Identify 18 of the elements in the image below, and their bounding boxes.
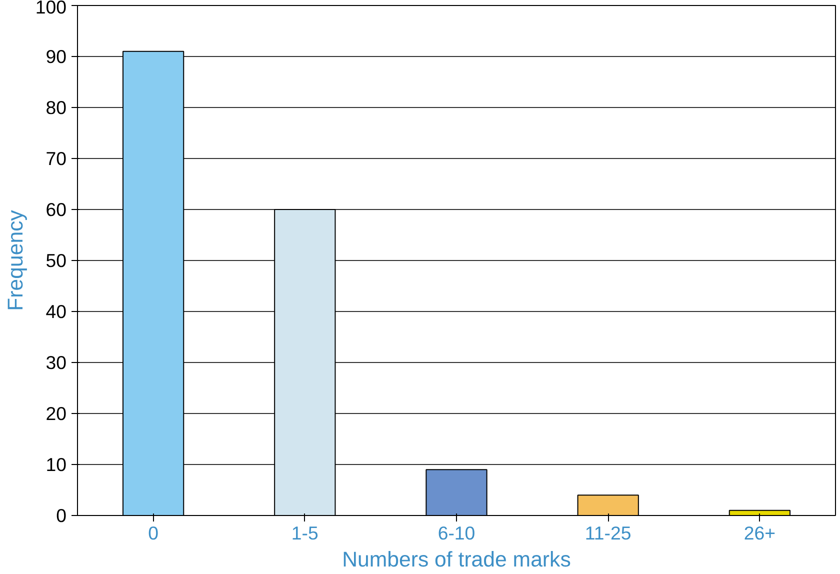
y-tick-label: 0: [56, 505, 67, 526]
x-tick-label: 1-5: [291, 522, 318, 544]
y-tick-label: 70: [46, 148, 67, 169]
y-tick-label: 20: [46, 403, 67, 424]
y-tick-label: 10: [46, 454, 67, 475]
y-tick-label: 50: [46, 250, 67, 271]
x-tick-label: 11-25: [584, 522, 632, 544]
x-tick-label: 0: [148, 522, 159, 544]
x-tick-label: 26+: [744, 522, 776, 544]
x-axis-title: Numbers of trade marks: [342, 548, 571, 572]
y-tick-label: 60: [46, 199, 67, 220]
x-tick-label: 6-10: [438, 522, 476, 544]
y-tick-label: 80: [46, 97, 67, 118]
y-axis-title: Frequency: [3, 210, 28, 311]
y-tick-label: 90: [46, 46, 67, 67]
y-tick-label: 40: [46, 301, 67, 322]
y-tick-label: 100: [35, 0, 67, 18]
y-tick-label: 30: [46, 352, 67, 373]
